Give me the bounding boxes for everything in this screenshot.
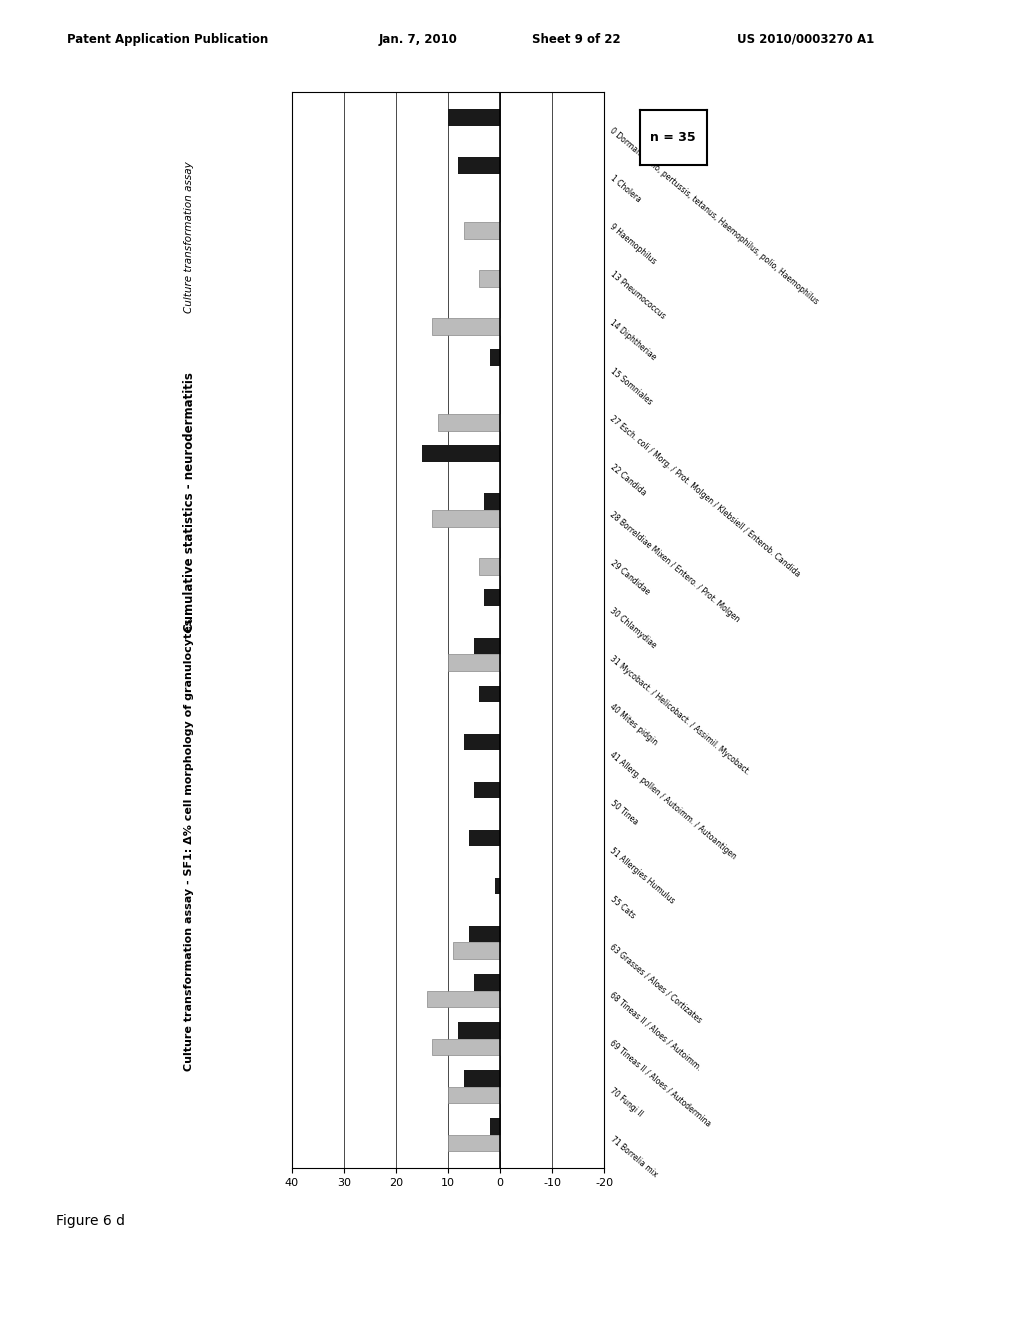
Bar <box>479 271 500 286</box>
Text: Patent Application Publication: Patent Application Publication <box>67 33 268 46</box>
Bar <box>447 1135 500 1151</box>
Bar <box>495 878 500 895</box>
Bar <box>447 110 500 125</box>
Bar <box>474 781 500 799</box>
Bar <box>432 511 500 527</box>
Bar <box>454 942 500 960</box>
Text: Culture transformation assay - SF1: Δ% cell morphology of granulocytes: Culture transformation assay - SF1: Δ% c… <box>184 619 195 1071</box>
Bar <box>469 829 500 846</box>
Bar <box>474 638 500 655</box>
Bar <box>489 350 500 366</box>
Text: Culture transformation assay: Culture transformation assay <box>184 162 195 313</box>
Bar <box>469 925 500 942</box>
Bar <box>459 157 500 174</box>
Bar <box>464 222 500 239</box>
Bar <box>479 558 500 576</box>
Bar <box>432 1039 500 1055</box>
Bar <box>484 590 500 606</box>
Bar <box>422 445 500 462</box>
Bar <box>437 414 500 432</box>
Text: Cumulative statistics - neurodermatitis: Cumulative statistics - neurodermatitis <box>183 372 196 631</box>
Text: US 2010/0003270 A1: US 2010/0003270 A1 <box>737 33 874 46</box>
Text: n = 35: n = 35 <box>650 131 696 144</box>
Bar <box>489 1118 500 1135</box>
Text: Jan. 7, 2010: Jan. 7, 2010 <box>379 33 458 46</box>
Bar <box>474 974 500 990</box>
Bar <box>484 494 500 511</box>
Bar <box>459 1022 500 1039</box>
Text: Sheet 9 of 22: Sheet 9 of 22 <box>532 33 622 46</box>
Bar <box>447 1086 500 1104</box>
Bar <box>427 990 500 1007</box>
Bar <box>447 655 500 671</box>
Bar <box>464 734 500 750</box>
Bar <box>432 318 500 335</box>
Bar <box>464 1069 500 1086</box>
Bar <box>479 685 500 702</box>
Text: Figure 6 d: Figure 6 d <box>56 1214 125 1228</box>
